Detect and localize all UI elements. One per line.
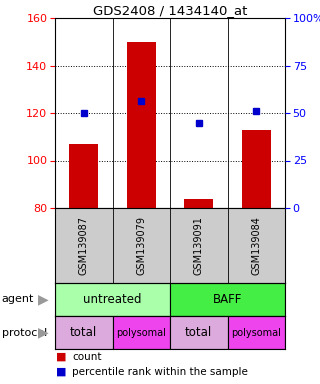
- Text: total: total: [185, 326, 212, 339]
- Text: ▶: ▶: [38, 326, 49, 339]
- Bar: [170, 316, 228, 349]
- Text: GSM139079: GSM139079: [136, 216, 146, 275]
- Text: ▶: ▶: [38, 293, 49, 306]
- Text: percentile rank within the sample: percentile rank within the sample: [72, 367, 248, 377]
- Text: agent: agent: [2, 295, 34, 305]
- Text: untreated: untreated: [83, 293, 142, 306]
- Bar: [184, 199, 213, 208]
- Text: total: total: [70, 326, 97, 339]
- Bar: [242, 130, 271, 208]
- Text: GSM139087: GSM139087: [79, 216, 89, 275]
- Bar: [55, 316, 113, 349]
- Bar: [113, 316, 170, 349]
- Text: polysomal: polysomal: [231, 328, 281, 338]
- Text: protocol: protocol: [2, 328, 47, 338]
- Text: count: count: [72, 352, 101, 362]
- Text: BAFF: BAFF: [213, 293, 242, 306]
- Bar: [228, 316, 285, 349]
- Text: ■: ■: [56, 367, 67, 377]
- Text: GSM139084: GSM139084: [251, 216, 261, 275]
- Text: polysomal: polysomal: [116, 328, 166, 338]
- Bar: [127, 42, 156, 208]
- Bar: [69, 144, 98, 208]
- Bar: [55, 283, 170, 316]
- Text: GSM139091: GSM139091: [194, 216, 204, 275]
- Title: GDS2408 / 1434140_at: GDS2408 / 1434140_at: [93, 4, 247, 17]
- Text: ■: ■: [56, 352, 67, 362]
- Bar: [170, 283, 285, 316]
